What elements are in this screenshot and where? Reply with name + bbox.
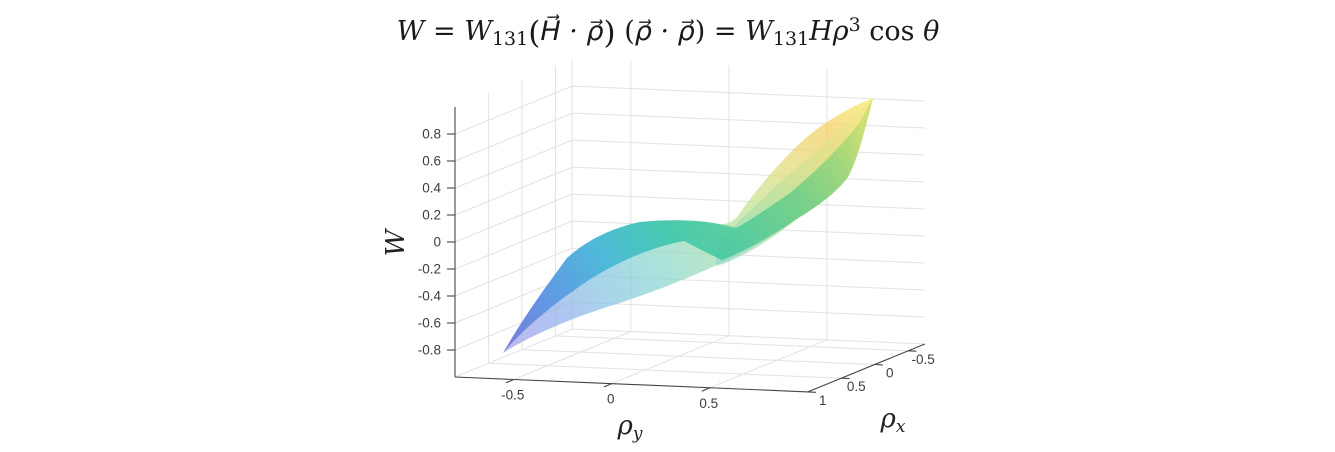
tick-labels: 0.8 0.6 0.4 0.2 0 -0.2 -0.4 -0.6 -0.8 -0.5 0 0.5 1 0.… bbox=[418, 127, 935, 411]
floor-far-edge bbox=[572, 328, 925, 345]
z-axis-label: W bbox=[381, 227, 411, 256]
z-tick-label: 0 bbox=[433, 235, 441, 250]
x-tick-label: 0 bbox=[886, 366, 894, 381]
grid-line bbox=[454, 220, 573, 270]
grid-line bbox=[555, 335, 909, 352]
grid-line bbox=[454, 112, 573, 162]
x-tick-label: -0.5 bbox=[911, 352, 934, 367]
y-tick bbox=[701, 387, 711, 392]
grid-line bbox=[454, 85, 573, 135]
y-tick-label: 0 bbox=[607, 392, 615, 407]
floor-left-edge bbox=[454, 328, 573, 378]
grid-lines bbox=[454, 59, 925, 389]
z-tick-label: -0.2 bbox=[418, 262, 441, 277]
y-tick bbox=[505, 378, 515, 384]
y-tick-label: -0.5 bbox=[501, 388, 524, 403]
grid-line bbox=[572, 139, 925, 156]
x-tick-label: 0.5 bbox=[847, 379, 866, 394]
grid-line bbox=[611, 335, 730, 385]
grid-line bbox=[572, 166, 925, 183]
z-tick-label: -0.4 bbox=[418, 289, 442, 304]
y-tick-label: 0.5 bbox=[699, 396, 718, 411]
z-tick-label: -0.6 bbox=[418, 316, 441, 331]
grid-line bbox=[513, 331, 632, 380]
z-tick-label: 0.8 bbox=[422, 127, 441, 142]
grid-line bbox=[521, 349, 875, 365]
grid-line bbox=[454, 166, 573, 216]
grid-line bbox=[454, 139, 573, 189]
surface-top-sheet bbox=[503, 98, 873, 353]
z-tick-label: 0.6 bbox=[422, 154, 441, 169]
plot-title-formula: W = W131(H⃗ · ρ⃗) (ρ⃗ · ρ⃗) = W131Hρ3 co… bbox=[397, 14, 940, 51]
x-tick-label: 1 bbox=[819, 393, 827, 408]
grid-line bbox=[454, 193, 573, 243]
z-tick-label: -0.8 bbox=[418, 343, 441, 358]
tick-marks bbox=[447, 133, 917, 393]
grid-line bbox=[454, 247, 573, 297]
x-axis bbox=[807, 343, 926, 393]
z-tick-label: 0.4 bbox=[422, 181, 441, 196]
grid-line bbox=[709, 339, 828, 389]
grid-line bbox=[572, 301, 925, 318]
grid-line bbox=[572, 112, 925, 129]
y-tick bbox=[603, 383, 613, 388]
x-axis-label: ρx bbox=[880, 404, 906, 437]
y-axis bbox=[454, 376, 808, 393]
z-tick-label: 0.2 bbox=[422, 208, 441, 223]
y-axis-label: ρy bbox=[617, 411, 643, 444]
grid-line bbox=[488, 362, 842, 379]
